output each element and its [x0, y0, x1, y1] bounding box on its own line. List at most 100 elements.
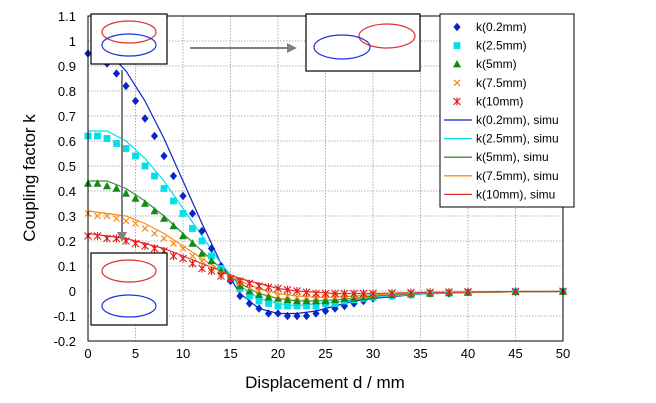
- data-point: [94, 212, 101, 220]
- data-point: [217, 266, 225, 275]
- data-point: [236, 291, 244, 301]
- x-tick-label: 40: [461, 346, 475, 361]
- data-point: [179, 210, 187, 217]
- data-point: [189, 225, 196, 232]
- x-tick-label: 0: [84, 346, 91, 361]
- data-point: [283, 285, 292, 294]
- inset-arrows: [117, 43, 297, 242]
- data-point: [511, 287, 520, 296]
- data-point: [464, 287, 472, 296]
- data-point: [103, 135, 111, 142]
- data-point: [369, 289, 377, 298]
- legend-label: k(2.5mm), simu: [476, 132, 559, 146]
- coil-bottom-ellipse: [101, 33, 157, 57]
- data-point: [340, 289, 349, 298]
- legend-marker: [453, 79, 461, 87]
- data-point: [321, 296, 330, 305]
- coil-top-ellipse: [101, 20, 157, 44]
- x-tick-label: 25: [318, 346, 332, 361]
- x-axis-label: Displacement d / mm: [245, 373, 405, 392]
- data-point: [189, 252, 196, 260]
- data-point: [207, 244, 216, 253]
- data-point: [274, 292, 282, 300]
- legend-marker: [453, 22, 461, 32]
- x-tick-label: 5: [132, 346, 139, 361]
- coil-top-ellipse: [101, 259, 157, 283]
- data-point: [293, 287, 301, 295]
- data-point: [169, 171, 178, 181]
- data-point: [264, 293, 273, 301]
- data-point: [302, 296, 311, 305]
- data-point: [188, 259, 197, 268]
- legend-label: k(10mm): [476, 94, 523, 108]
- data-point: [265, 300, 272, 307]
- data-point: [170, 197, 177, 205]
- legend-label: k(7.5mm): [476, 76, 527, 90]
- data-point: [94, 132, 101, 140]
- data-point: [198, 264, 206, 273]
- arrow-right-head: [287, 43, 297, 53]
- data-point: [150, 131, 159, 141]
- data-point: [207, 267, 216, 275]
- data-point: [131, 96, 140, 106]
- data-point: [321, 289, 330, 298]
- data-point: [179, 191, 187, 201]
- data-point: [359, 289, 368, 298]
- data-point: [274, 309, 282, 318]
- data-point: [112, 234, 121, 243]
- data-point: [255, 297, 263, 305]
- y-tick-label: 0.9: [58, 59, 76, 74]
- data-point: [284, 292, 291, 300]
- x-tick-label: 10: [176, 346, 190, 361]
- y-tick-label: 0.3: [58, 209, 76, 224]
- data-point: [236, 281, 244, 290]
- data-point: [274, 294, 282, 302]
- data-point: [141, 225, 149, 232]
- data-point: [179, 245, 187, 252]
- data-point: [284, 302, 291, 310]
- data-point: [407, 288, 415, 297]
- data-point: [312, 296, 320, 305]
- y-tick-label: 0: [69, 284, 76, 299]
- data-point: [426, 288, 434, 297]
- data-point: [293, 296, 301, 305]
- legend-label: k(0.2mm), simu: [476, 113, 559, 127]
- data-point: [350, 289, 358, 298]
- data-point: [303, 302, 310, 310]
- y-tick-label: 0.7: [58, 109, 76, 124]
- data-point: [208, 252, 215, 260]
- legend-marker: [453, 60, 461, 68]
- data-point: [112, 69, 121, 78]
- data-point: [388, 289, 396, 297]
- data-point: [141, 114, 149, 123]
- data-point: [236, 277, 244, 285]
- data-point: [122, 217, 130, 225]
- y-tick-label: 0.4: [58, 184, 76, 199]
- data-point: [103, 181, 111, 190]
- data-point: [169, 252, 178, 260]
- data-point: [303, 293, 310, 301]
- legend-label: k(2.5mm): [476, 39, 527, 53]
- data-point: [264, 309, 273, 318]
- data-point: [131, 239, 140, 248]
- data-point: [283, 295, 292, 303]
- data-point: [350, 294, 358, 302]
- data-point: [151, 172, 158, 180]
- data-point: [160, 151, 168, 161]
- data-point: [312, 289, 320, 298]
- data-point: [255, 282, 263, 290]
- y-tick-label: 0.6: [58, 134, 76, 149]
- data-point: [198, 249, 206, 257]
- y-tick-label: 1: [69, 34, 76, 49]
- y-tick-label: 0.5: [58, 159, 76, 174]
- data-point: [246, 292, 253, 300]
- legend: k(0.2mm) k(2.5mm) k(5mm) k(7.5mm) k(10mm) k(0…: [439, 13, 575, 208]
- measured-series: [84, 49, 567, 321]
- data-point: [198, 226, 206, 236]
- data-point: [112, 184, 121, 192]
- legend-label: k(5mm): [476, 57, 517, 71]
- data-point: [207, 256, 216, 265]
- data-point: [141, 162, 149, 170]
- x-tick-labels: 0 5 10 15 20 25 30 35 40 45 50: [84, 346, 570, 361]
